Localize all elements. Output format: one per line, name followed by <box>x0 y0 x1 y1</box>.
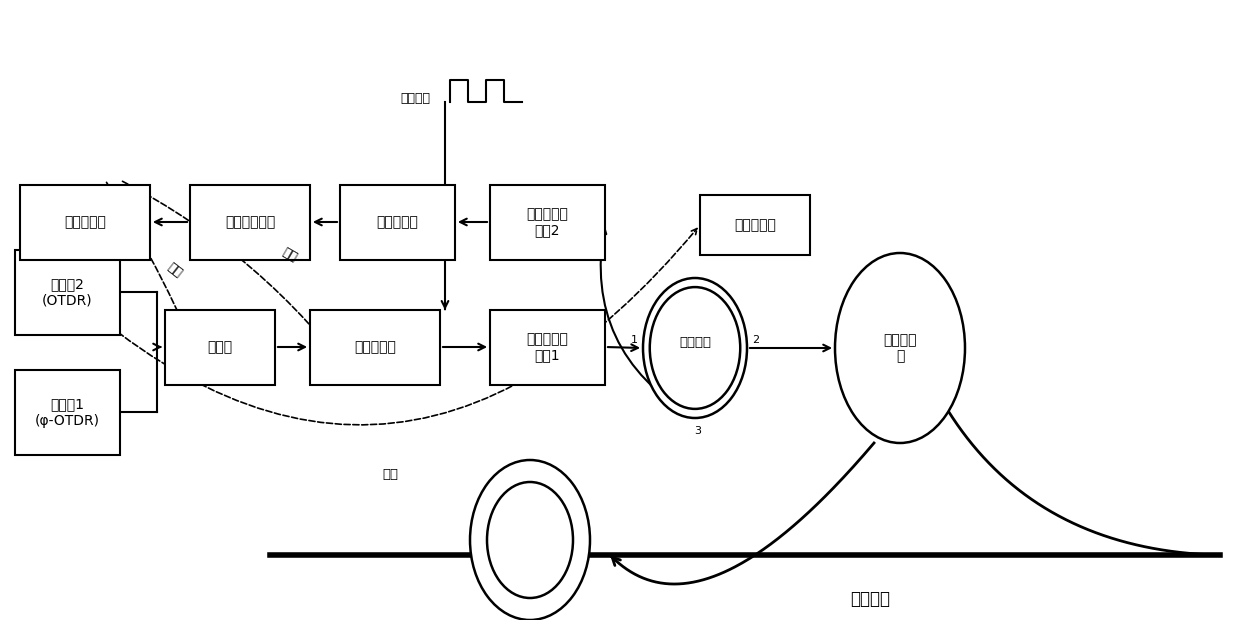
Bar <box>310 310 440 385</box>
Text: 激光器1
(φ-OTDR): 激光器1 (φ-OTDR) <box>35 397 100 428</box>
Bar <box>20 185 150 260</box>
Ellipse shape <box>835 253 965 443</box>
Text: 3: 3 <box>694 426 702 436</box>
Text: 1: 1 <box>631 335 639 345</box>
Bar <box>165 310 275 385</box>
Text: 拉曼放大器: 拉曼放大器 <box>734 218 776 232</box>
Text: 激光器2
(OTDR): 激光器2 (OTDR) <box>42 277 93 308</box>
Text: 波分复用
器: 波分复用 器 <box>883 333 916 363</box>
Text: 光电探测器: 光电探测器 <box>377 216 418 229</box>
Text: 控制: 控制 <box>382 469 398 482</box>
Ellipse shape <box>644 278 746 418</box>
Bar <box>701 195 810 255</box>
Bar <box>190 185 310 260</box>
Ellipse shape <box>470 460 590 620</box>
Text: 处理服务器: 处理服务器 <box>64 216 105 229</box>
Bar <box>15 250 120 335</box>
Text: 声光调制器: 声光调制器 <box>355 340 396 355</box>
Bar <box>340 185 455 260</box>
Text: 传感光缆: 传感光缆 <box>849 590 890 608</box>
Bar <box>15 370 120 455</box>
Text: 掺铒光纤放
大器2: 掺铒光纤放 大器2 <box>527 208 568 237</box>
Text: 控制: 控制 <box>165 260 185 280</box>
Ellipse shape <box>487 482 573 598</box>
Text: 调制信号: 调制信号 <box>401 92 430 105</box>
Text: 控制: 控制 <box>280 246 300 264</box>
Ellipse shape <box>650 287 740 409</box>
Text: 2: 2 <box>751 335 759 345</box>
Text: 掺铒光纤放
大器1: 掺铒光纤放 大器1 <box>527 332 568 363</box>
Text: 光环形器: 光环形器 <box>680 337 711 350</box>
Text: 光开关: 光开关 <box>207 340 233 355</box>
Bar <box>490 310 605 385</box>
Bar <box>490 185 605 260</box>
Text: 数据采集模块: 数据采集模块 <box>224 216 275 229</box>
